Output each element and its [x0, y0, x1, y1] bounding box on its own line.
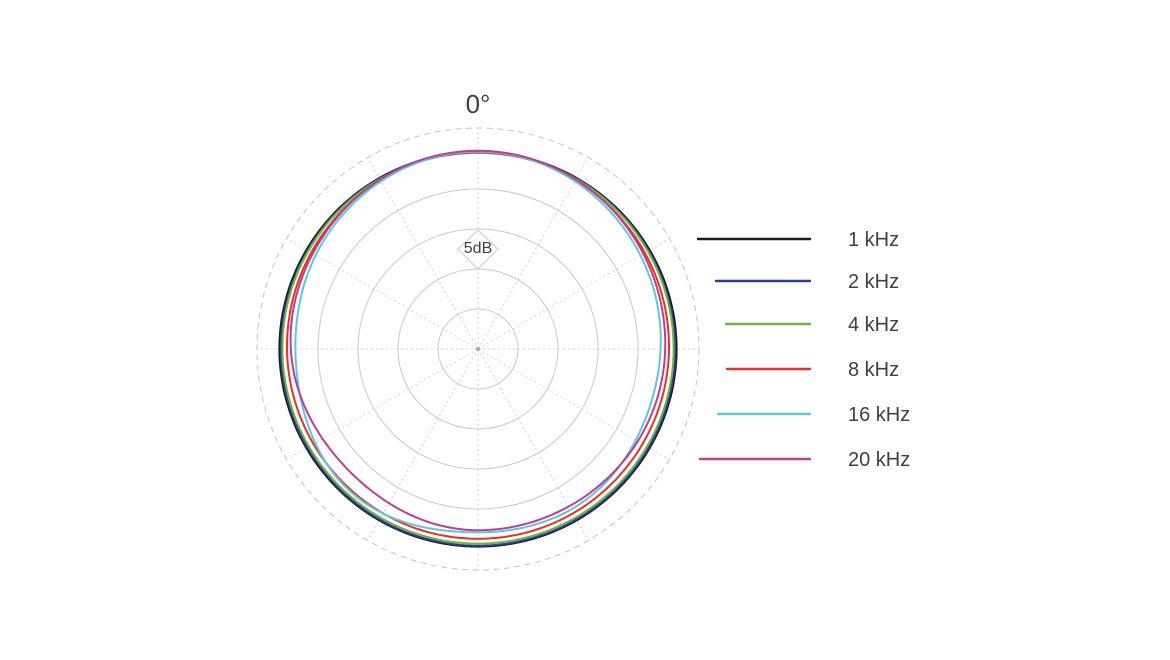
- svg-text:4 kHz: 4 kHz: [848, 314, 899, 336]
- svg-text:1 kHz: 1 kHz: [848, 229, 899, 251]
- svg-text:2 kHz: 2 kHz: [848, 271, 899, 293]
- svg-text:0°: 0°: [466, 89, 491, 119]
- svg-text:16 kHz: 16 kHz: [848, 404, 910, 426]
- svg-text:20 kHz: 20 kHz: [848, 449, 910, 471]
- svg-text:5dB: 5dB: [464, 240, 492, 257]
- svg-text:8 kHz: 8 kHz: [848, 359, 899, 381]
